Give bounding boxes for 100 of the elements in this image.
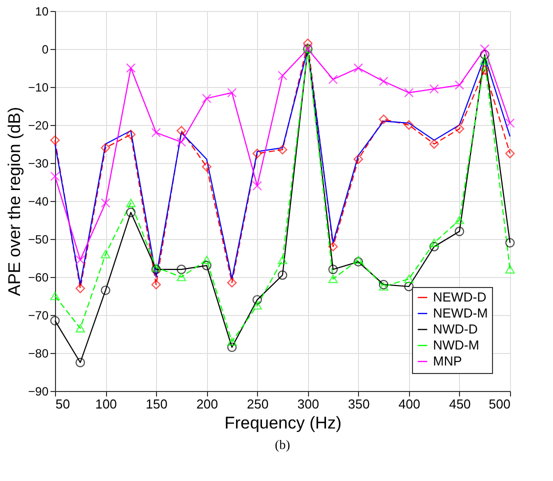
y-tick-label: −70 [28, 308, 49, 322]
point [202, 260, 212, 270]
point [227, 342, 237, 352]
point [252, 148, 262, 158]
point [76, 358, 86, 368]
point [227, 337, 237, 346]
point [151, 128, 161, 138]
point [100, 198, 110, 208]
text: (b) [274, 437, 290, 452]
point [480, 65, 490, 75]
x-axis-title: Frequency (Hz) [224, 414, 342, 432]
x-tick-label: 250 [246, 396, 269, 412]
point [252, 295, 262, 305]
point [454, 216, 464, 224]
point [429, 238, 439, 247]
point [100, 250, 110, 258]
point [480, 44, 490, 54]
point [429, 242, 439, 252]
point [378, 114, 388, 124]
y-tick-label: −30 [28, 156, 49, 170]
x-tick-label: 400 [398, 396, 420, 412]
point [404, 88, 414, 98]
point [278, 144, 288, 154]
point [278, 256, 288, 264]
point [126, 208, 136, 218]
point [227, 88, 237, 98]
point [480, 50, 490, 60]
point [378, 76, 388, 86]
point [252, 301, 262, 310]
point [227, 278, 237, 288]
point [202, 94, 212, 104]
x-tick-label: 450 [449, 396, 471, 412]
point [176, 264, 186, 274]
point [505, 265, 515, 274]
point [50, 292, 60, 300]
y-tick-label: −50 [28, 232, 49, 246]
point [76, 324, 86, 332]
point [454, 80, 464, 90]
point [378, 282, 388, 291]
y-tick-label: −40 [28, 194, 49, 208]
point [151, 280, 161, 290]
x-tick-label: 50 [56, 396, 70, 412]
point [50, 316, 60, 326]
legend-label: NEWD-D [433, 290, 486, 304]
point [50, 135, 60, 145]
point [404, 282, 414, 292]
point [252, 181, 262, 191]
y-axis-title: APE over the region (dB) [5, 107, 24, 296]
point [328, 242, 338, 252]
point [404, 120, 414, 130]
point [303, 38, 313, 48]
point [278, 70, 288, 80]
point [126, 198, 136, 208]
point [202, 256, 212, 264]
y-tick-label: 0 [42, 42, 49, 56]
x-tick-label: 350 [348, 396, 370, 412]
point [454, 226, 464, 236]
y-tick-label: −20 [28, 118, 49, 132]
point [100, 143, 110, 153]
x-tick-label: 500 [488, 396, 510, 412]
y-tick-label: 10 [35, 4, 49, 18]
point [328, 74, 338, 84]
point [202, 162, 212, 172]
point [354, 257, 364, 267]
y-tick-label: −10 [28, 80, 49, 94]
point [454, 124, 464, 134]
point [354, 63, 364, 73]
x-tick-label: 200 [196, 396, 218, 412]
x-tick-label: 150 [146, 396, 168, 412]
point [354, 154, 364, 164]
point [176, 137, 186, 147]
point [76, 255, 86, 265]
y-tick-label: −80 [28, 346, 49, 360]
point [50, 172, 60, 182]
legend-label: NEWD-M [433, 306, 488, 320]
y-tick-label: −60 [28, 270, 49, 284]
point [100, 286, 110, 296]
point [429, 84, 439, 94]
point [151, 264, 161, 274]
point [505, 238, 515, 248]
point [151, 263, 161, 272]
point [328, 274, 338, 284]
point [176, 126, 186, 136]
point [404, 274, 414, 284]
point [328, 264, 338, 274]
legend-label: MNP [433, 354, 462, 368]
y-tick-label: −90 [28, 384, 49, 398]
point [126, 63, 136, 73]
x-tick-label: 300 [297, 396, 320, 412]
legend-label: NWD-D [433, 322, 478, 336]
point [126, 130, 136, 140]
point [278, 270, 288, 280]
point [480, 56, 490, 65]
point [76, 284, 86, 294]
x-tick-label: 100 [95, 396, 117, 412]
point [505, 118, 515, 128]
point [429, 139, 439, 149]
point [176, 272, 186, 282]
point [505, 148, 515, 158]
legend-label: NWD-M [433, 338, 480, 352]
